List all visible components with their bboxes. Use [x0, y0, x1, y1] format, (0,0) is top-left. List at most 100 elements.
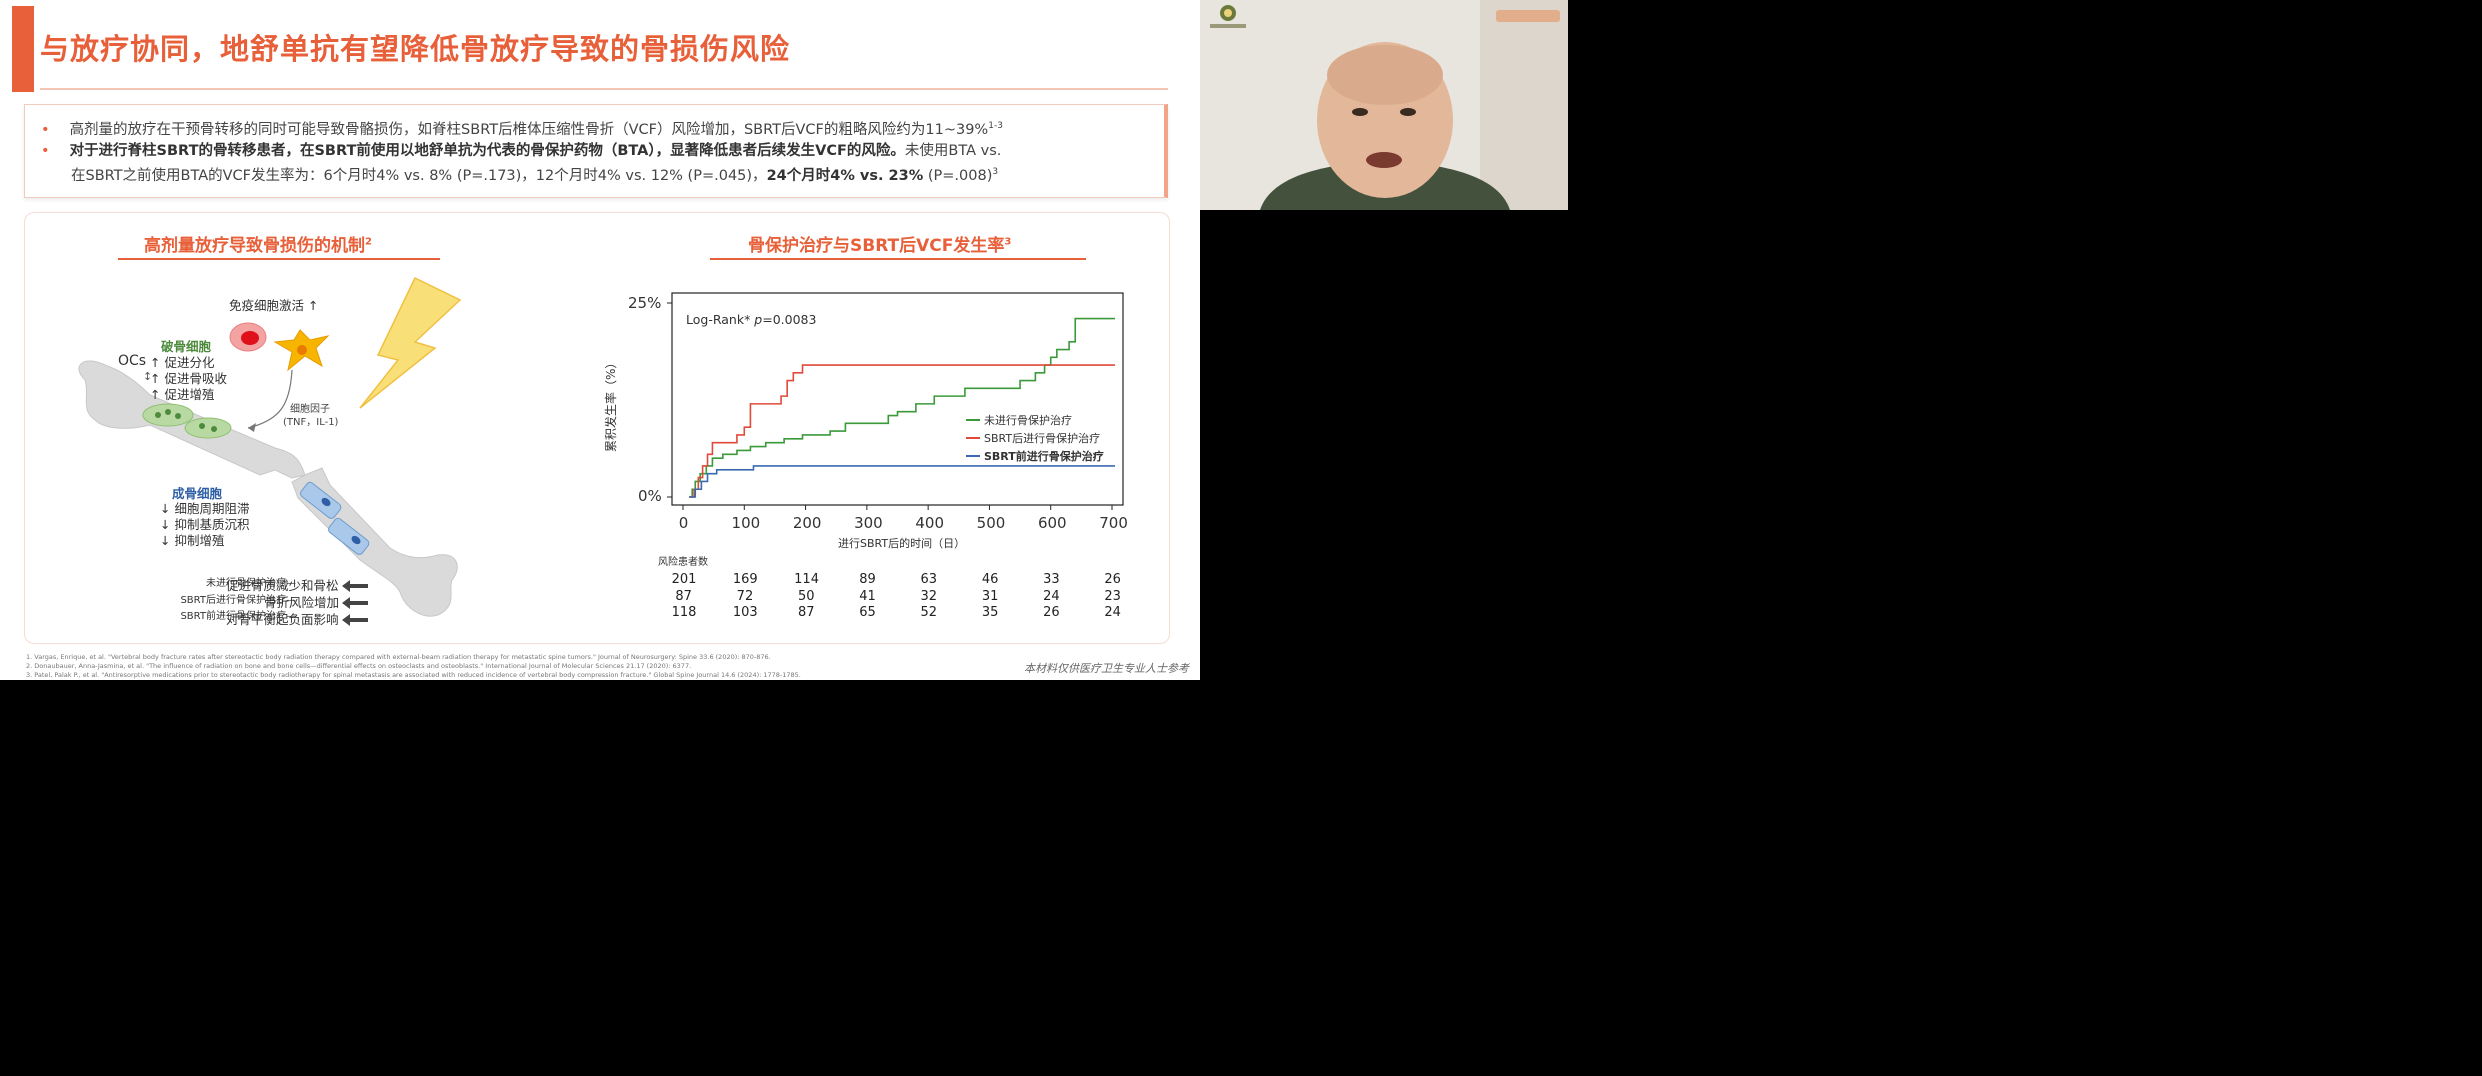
risk-table-cell: 33	[1043, 572, 1060, 587]
outcome-arrow-1	[342, 580, 368, 592]
osteoclast-nucleus	[175, 413, 181, 419]
oc-effect-1-text: 促进分化	[164, 355, 215, 370]
legend-untreated: 未进行骨保护治疗	[984, 414, 1072, 427]
risk-table-cell: 169	[732, 572, 758, 587]
risk-table-cell: 87	[675, 589, 692, 604]
ob-effect-2-text: 抑制基质沉积	[174, 517, 250, 532]
osteoclast-nucleus	[165, 409, 171, 415]
mechanism-title-text: 高剂量放疗导致骨损伤的机制	[144, 236, 365, 256]
ob-effect-1: ↓ 细胞周期阻滞	[160, 501, 250, 516]
presenter-left-eye	[1352, 108, 1368, 116]
dendritic-cell-nucleus	[297, 345, 307, 355]
disclaimer: 本材料仅供医疗卫生专业人士参考	[1024, 662, 1189, 675]
presenter-right-eye	[1400, 108, 1416, 116]
empty-video-area	[1200, 210, 1568, 680]
km-series-line-2	[689, 465, 1116, 498]
risk-table-cell: 89	[859, 572, 876, 587]
log-rank-value: =0.0083	[762, 312, 817, 327]
log-rank-annotation: Log-Rank* p=0.0083	[686, 312, 816, 327]
oc-effect-1: ↑ 促进分化	[150, 355, 215, 370]
risk-row-label: SBRT后进行骨保护治疗—	[180, 595, 296, 606]
km-series-line-1	[689, 364, 1116, 498]
osteoclast-nucleus	[155, 412, 161, 418]
bullet-dot: •	[41, 121, 50, 138]
bullet-1-text: 高剂量的放疗在干预骨转移的同时可能导致骨骼损伤，如脊柱SBRT后椎体压缩性骨折（…	[69, 121, 989, 138]
log-rank-p: p	[754, 312, 763, 327]
osteoblast-nucleus	[321, 497, 331, 507]
risk-table-cell: 24	[1104, 605, 1121, 620]
osteoclast-nucleus	[199, 423, 205, 429]
ob-effect-1-text: 细胞周期阻滞	[174, 501, 250, 516]
legend-swatch-blue	[966, 455, 980, 457]
bullet-1: • 高剂量的放疗在干预骨转移的同时可能导致骨骼损伤，如脊柱SBRT后椎体压缩性骨折…	[41, 116, 1003, 140]
bullet-dot: •	[41, 143, 50, 159]
slide-title: 与放疗协同，地舒单抗有望降低骨放疗导致的骨损伤风险	[40, 32, 791, 66]
risk-table-cell: 32	[920, 589, 938, 604]
brand-logo-mark	[1496, 10, 1560, 22]
ob-effect-2: ↓ 抑制基质沉积	[160, 517, 250, 532]
cytokine-arrow-head	[248, 423, 256, 432]
risk-table-cell: 201	[671, 572, 697, 587]
chart-section-title-ref: 3	[1004, 236, 1012, 248]
osteoclast-nucleus	[211, 426, 217, 432]
reference-1: 1. Vargas, Enrique, et al. "Vertebral bo…	[26, 653, 771, 661]
osteoblast-cell-1	[300, 481, 342, 519]
outcome-arrow-2	[342, 597, 368, 609]
bullet-2-bold: 对于进行脊柱SBRT的骨转移患者，在SBRT前使用以地舒单抗为代表的骨保护药物（…	[69, 143, 905, 159]
bullet-2: • 对于进行脊柱SBRT的骨转移患者，在SBRT前使用以地舒单抗为代表的骨保护药物…	[41, 141, 1001, 161]
up-arrow-icon: ↑	[308, 298, 319, 313]
title-divider	[40, 88, 1168, 90]
webcam-image	[1200, 0, 1568, 210]
risk-table-title: 风险患者数	[658, 557, 708, 568]
x-tick-label: 500	[976, 514, 1006, 532]
cytokine-label: 细胞因子	[290, 404, 330, 415]
mechanism-title-ref: 2	[365, 236, 372, 248]
risk-table-cell: 72	[736, 589, 754, 604]
x-tick-label: 300	[854, 514, 883, 532]
osteoclast-label: 破骨细胞	[161, 339, 212, 354]
risk-table-cell: 46	[981, 572, 999, 587]
immune-cell-nucleus	[241, 331, 259, 345]
institution-logo-icon-inner	[1224, 9, 1232, 17]
oc-effect-2: ↑ 促进骨吸收	[150, 371, 227, 386]
oc-effect-2-text: 促进骨吸收	[164, 371, 227, 386]
outcome-2: 骨折风险增加	[264, 595, 340, 610]
osteoblast-cell-2	[328, 517, 370, 555]
outcome-3: 对骨平衡起负面影响	[226, 612, 339, 627]
x-tick-label: 0	[678, 514, 689, 532]
x-tick-label: 400	[915, 514, 945, 532]
kaplan-meier-chart	[667, 292, 1124, 510]
bullet-2-cont-text: 在SBRT之前使用BTA的VCF发生率为：6个月时4% vs. 8% (P=.1…	[71, 167, 767, 184]
risk-table-cell: 87	[797, 605, 815, 620]
risk-table-cell: 114	[794, 572, 819, 587]
institution-logo-text	[1210, 24, 1246, 28]
chart-section-title-rule	[710, 258, 1086, 260]
legend-post-sbrt: SBRT后进行骨保护治疗	[984, 432, 1101, 445]
immune-activation-label: 免疫细胞激活 ↑	[229, 298, 318, 313]
title-accent-bar	[12, 6, 34, 92]
risk-table-cell: 41	[859, 589, 876, 604]
risk-table-cell: 65	[859, 605, 876, 620]
bullet-2-cont-bold: 24个月时4% vs. 23%	[766, 167, 924, 184]
oc-effect-3-text: 促进增殖	[164, 387, 215, 402]
chart-section-title: 骨保护治疗与SBRT后VCF发生率3	[748, 231, 1011, 256]
legend-swatch-red	[966, 437, 980, 439]
ob-effect-3: ↓ 抑制增殖	[160, 533, 225, 548]
risk-table-cell: 118	[671, 605, 697, 620]
legend-pre-sbrt: SBRT前进行骨保护治疗	[984, 450, 1104, 463]
ocs-arrows-icon: ↕	[143, 370, 153, 383]
bullet-2-cont-tail: (P=.008)	[923, 167, 993, 184]
ocs-label: OCs	[118, 353, 147, 369]
mechanism-title: 高剂量放疗导致骨损伤的机制2	[144, 231, 372, 256]
osteoblast-nucleus	[351, 535, 361, 545]
presenter-mouth	[1366, 152, 1402, 168]
risk-table-cell: 35	[981, 605, 999, 620]
risk-table-cell: 23	[1104, 589, 1121, 604]
risk-row-label: SBRT前进行骨保护治疗—	[180, 611, 296, 622]
ytick-top: 25%	[628, 294, 662, 312]
cytokine-detail: (TNF，IL-1)	[283, 417, 339, 428]
risk-table-cell: 52	[920, 605, 938, 620]
mechanism-title-rule	[118, 258, 440, 260]
oc-effect-3: ↑ 促进增殖	[150, 387, 215, 402]
x-axis-label: 进行SBRT后的时间（日）	[838, 537, 966, 550]
